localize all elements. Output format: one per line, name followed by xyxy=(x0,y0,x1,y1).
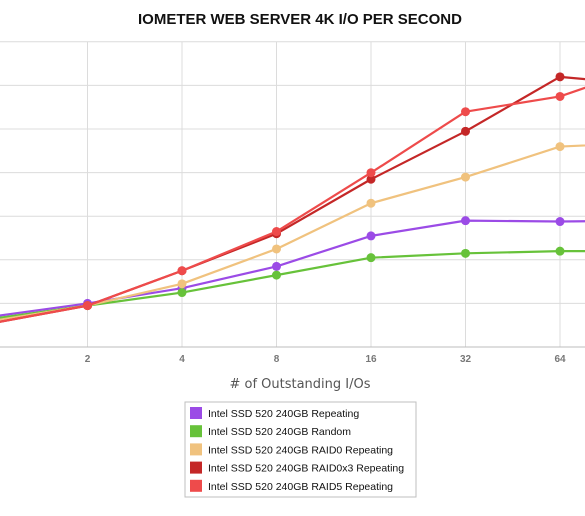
x-tick-label: 4 xyxy=(179,354,185,365)
data-point xyxy=(461,107,470,117)
data-point xyxy=(461,172,470,182)
x-tick-label: 8 xyxy=(274,354,280,365)
data-point xyxy=(366,253,376,263)
legend-swatch xyxy=(190,461,202,474)
legend-item: Intel SSD 520 240GB RAID5 Repeating xyxy=(190,479,393,493)
series-line xyxy=(0,86,585,323)
data-point xyxy=(366,198,376,208)
plot-grid xyxy=(0,41,585,348)
data-point xyxy=(177,266,187,276)
data-point xyxy=(461,248,470,258)
legend-item: Intel SSD 520 240GB RAID0x3 Repeating xyxy=(190,461,404,475)
legend-label: Intel SSD 520 240GB Repeating xyxy=(208,408,359,420)
legend-label: Intel SSD 520 240GB Random xyxy=(208,426,351,438)
x-tick-label: 16 xyxy=(365,354,377,365)
data-point xyxy=(461,216,470,226)
series-5 xyxy=(0,86,585,323)
data-point xyxy=(272,227,281,237)
data-point xyxy=(272,244,281,254)
legend-label: Intel SSD 520 240GB RAID0 Repeating xyxy=(208,444,393,456)
data-point xyxy=(555,217,565,227)
legend-label: Intel SSD 520 240GB RAID0x3 Repeating xyxy=(208,463,404,475)
x-axis-title: # of Outstanding I/Os xyxy=(229,377,370,392)
data-point xyxy=(366,231,376,241)
data-point xyxy=(555,72,565,82)
legend-item: Intel SSD 520 240GB RAID0 Repeating xyxy=(190,443,393,456)
x-tick-label: 2 xyxy=(85,354,91,365)
legend-swatch xyxy=(190,443,202,456)
data-point xyxy=(555,142,565,152)
legend: Intel SSD 520 240GB Repeating Intel SSD 5… xyxy=(184,401,417,498)
legend-label: Intel SSD 520 240GB RAID5 Repeating xyxy=(208,481,393,493)
data-point xyxy=(177,288,187,298)
data-point xyxy=(272,270,281,280)
data-point xyxy=(177,279,187,289)
legend-item: Intel SSD 520 240GB Random xyxy=(190,425,351,438)
series-line xyxy=(0,144,585,321)
x-axis-ticks: 2 4 8 16 32 64 xyxy=(85,354,566,365)
x-tick-label: 32 xyxy=(460,354,472,365)
data-point xyxy=(555,91,565,101)
data-point xyxy=(555,246,565,256)
data-point xyxy=(366,168,376,178)
legend-swatch xyxy=(190,425,202,438)
legend-swatch xyxy=(190,479,202,492)
series-line xyxy=(0,250,585,319)
data-point xyxy=(272,261,281,271)
plot-series xyxy=(0,72,585,323)
data-point xyxy=(366,174,376,184)
legend-box xyxy=(184,401,417,498)
data-point xyxy=(83,301,92,311)
legend-swatch xyxy=(190,407,202,419)
chart-title: IOMETER WEB SERVER 4K I/O PER SECOND xyxy=(138,11,462,28)
x-tick-label: 64 xyxy=(554,354,566,365)
legend-item: Intel SSD 520 240GB Repeating xyxy=(190,407,359,420)
data-point xyxy=(461,126,470,136)
